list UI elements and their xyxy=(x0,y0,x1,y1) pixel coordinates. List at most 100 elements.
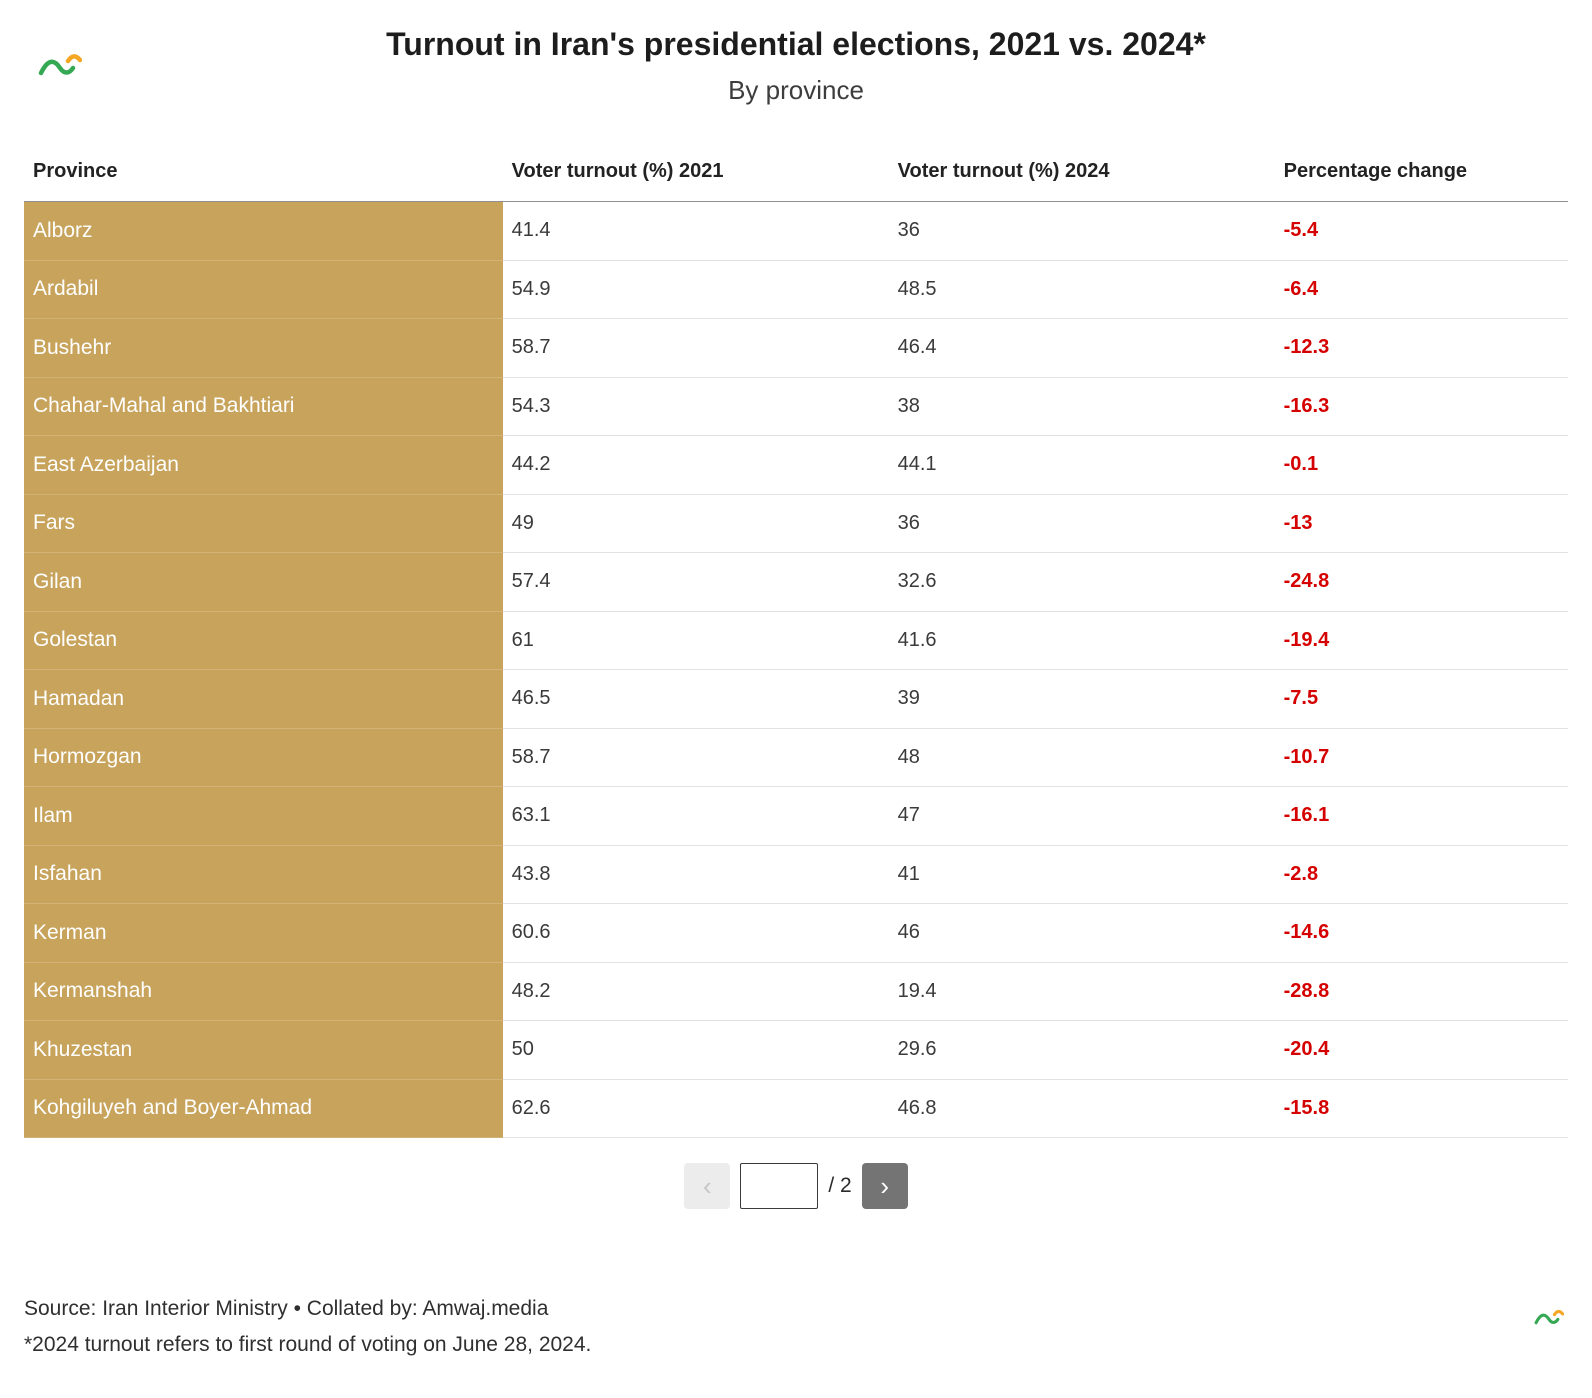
turnout-2021-cell: 43.8 xyxy=(502,845,889,904)
table-row: Ardabil 54.9 48.5 -6.4 xyxy=(24,260,1568,319)
percentage-change-cell: -28.8 xyxy=(1274,962,1568,1021)
next-page-button[interactable]: › xyxy=(861,1163,908,1209)
table-row: Hormozgan 58.7 48 -10.7 xyxy=(24,728,1568,787)
percentage-change-cell: -0.1 xyxy=(1274,435,1568,495)
turnout-2021-cell: 49 xyxy=(502,494,889,553)
amwaj-logo-icon xyxy=(38,54,82,76)
turnout-2021-cell: 60.6 xyxy=(502,903,889,963)
turnout-2024-cell: 39 xyxy=(888,669,1275,729)
percentage-change-cell: -16.1 xyxy=(1274,786,1568,846)
turnout-2024-cell: 38 xyxy=(888,377,1275,436)
turnout-2021-cell: 44.2 xyxy=(502,435,889,495)
province-cell: Golestan xyxy=(24,611,503,670)
turnout-2021-cell: 48.2 xyxy=(502,962,889,1021)
table-row: Kerman 60.6 46 -14.6 xyxy=(24,903,1568,963)
turnout-2024-cell: 46.8 xyxy=(888,1079,1275,1138)
province-cell: Chahar-Mahal and Bakhtiari xyxy=(24,377,503,436)
amwaj-logo-small-icon xyxy=(1534,1309,1564,1325)
percentage-change-cell: -20.4 xyxy=(1274,1020,1568,1080)
percentage-change-cell: -14.6 xyxy=(1274,903,1568,963)
percentage-change-cell: -6.4 xyxy=(1274,260,1568,319)
source-line: Source: Iran Interior Ministry • Collate… xyxy=(24,1296,549,1320)
province-cell: Kohgiluyeh and Boyer-Ahmad xyxy=(24,1079,503,1138)
table-body: Alborz 41.4 36 -5.4 Ardabil 54.9 48.5 -6… xyxy=(24,201,1568,1138)
page-total-label: / 2 xyxy=(828,1174,852,1197)
turnout-2024-cell: 41 xyxy=(888,845,1275,904)
table-row: Gilan 57.4 32.6 -24.8 xyxy=(24,552,1568,612)
turnout-2021-cell: 61 xyxy=(502,611,889,670)
turnout-2024-cell: 46.4 xyxy=(888,318,1275,378)
province-cell: Hormozgan xyxy=(24,728,503,787)
turnout-2021-cell: 58.7 xyxy=(502,318,889,378)
percentage-change-cell: -15.8 xyxy=(1274,1079,1568,1138)
province-cell: Khuzestan xyxy=(24,1020,503,1080)
column-header-province: Province xyxy=(24,148,503,202)
table-row: Chahar-Mahal and Bakhtiari 54.3 38 -16.3 xyxy=(24,377,1568,436)
turnout-2024-cell: 19.4 xyxy=(888,962,1275,1021)
province-cell: Kerman xyxy=(24,903,503,963)
table-header-row: Province Voter turnout (%) 2021 Voter tu… xyxy=(24,148,1568,202)
previous-page-button[interactable]: ‹ xyxy=(684,1163,731,1209)
percentage-change-cell: -5.4 xyxy=(1274,201,1568,261)
header: Turnout in Iran's presidential elections… xyxy=(24,20,1568,106)
table-row: Bushehr 58.7 46.4 -12.3 xyxy=(24,318,1568,378)
turnout-2021-cell: 57.4 xyxy=(502,552,889,612)
table-row: Isfahan 43.8 41 -2.8 xyxy=(24,845,1568,904)
footer: Source: Iran Interior Ministry • Collate… xyxy=(24,1291,591,1365)
table-row: Hamadan 46.5 39 -7.5 xyxy=(24,669,1568,729)
page-number-input[interactable] xyxy=(740,1163,819,1209)
turnout-2024-cell: 46 xyxy=(888,903,1275,963)
turnout-2024-cell: 29.6 xyxy=(888,1020,1275,1080)
percentage-change-cell: -13 xyxy=(1274,494,1568,553)
province-cell: Gilan xyxy=(24,552,503,612)
turnout-2024-cell: 32.6 xyxy=(888,552,1275,612)
percentage-change-cell: -7.5 xyxy=(1274,669,1568,729)
turnout-2021-cell: 54.3 xyxy=(502,377,889,436)
province-cell: Bushehr xyxy=(24,318,503,378)
turnout-2021-cell: 46.5 xyxy=(502,669,889,729)
turnout-2024-cell: 47 xyxy=(888,786,1275,846)
percentage-change-cell: -10.7 xyxy=(1274,728,1568,787)
column-header-percentage-change: Percentage change xyxy=(1274,148,1568,202)
column-header-turnout-2024: Voter turnout (%) 2024 xyxy=(888,148,1275,202)
turnout-2021-cell: 50 xyxy=(502,1020,889,1080)
turnout-2021-cell: 63.1 xyxy=(502,786,889,846)
table-row: Kohgiluyeh and Boyer-Ahmad 62.6 46.8 -15… xyxy=(24,1079,1568,1138)
table-row: Alborz 41.4 36 -5.4 xyxy=(24,201,1568,261)
chart-subtitle: By province xyxy=(728,75,864,105)
province-cell: East Azerbaijan xyxy=(24,435,503,495)
turnout-table: Province Voter turnout (%) 2021 Voter tu… xyxy=(24,148,1568,1138)
province-cell: Kermanshah xyxy=(24,962,503,1021)
table-row: Kermanshah 48.2 19.4 -28.8 xyxy=(24,962,1568,1021)
pagination: ‹ / 2 › xyxy=(24,1163,1568,1209)
turnout-2024-cell: 36 xyxy=(888,494,1275,553)
percentage-change-cell: -12.3 xyxy=(1274,318,1568,378)
column-header-turnout-2021: Voter turnout (%) 2021 xyxy=(502,148,889,202)
turnout-2024-cell: 44.1 xyxy=(888,435,1275,495)
turnout-2024-cell: 41.6 xyxy=(888,611,1275,670)
turnout-2024-cell: 36 xyxy=(888,201,1275,261)
province-cell: Ilam xyxy=(24,786,503,846)
turnout-2021-cell: 41.4 xyxy=(502,201,889,261)
turnout-2021-cell: 62.6 xyxy=(502,1079,889,1138)
table-row: Golestan 61 41.6 -19.4 xyxy=(24,611,1568,670)
province-cell: Fars xyxy=(24,494,503,553)
chevron-left-icon: ‹ xyxy=(702,1171,712,1201)
province-cell: Isfahan xyxy=(24,845,503,904)
turnout-2024-cell: 48.5 xyxy=(888,260,1275,319)
percentage-change-cell: -19.4 xyxy=(1274,611,1568,670)
province-cell: Ardabil xyxy=(24,260,503,319)
turnout-2024-cell: 48 xyxy=(888,728,1275,787)
footnote-line: *2024 turnout refers to first round of v… xyxy=(24,1333,592,1357)
turnout-2021-cell: 58.7 xyxy=(502,728,889,787)
table-row: Khuzestan 50 29.6 -20.4 xyxy=(24,1020,1568,1080)
percentage-change-cell: -2.8 xyxy=(1274,845,1568,904)
chevron-right-icon: › xyxy=(880,1171,889,1201)
table-row: Fars 49 36 -13 xyxy=(24,494,1568,553)
percentage-change-cell: -16.3 xyxy=(1274,377,1568,436)
province-cell: Hamadan xyxy=(24,669,503,729)
percentage-change-cell: -24.8 xyxy=(1274,552,1568,612)
province-cell: Alborz xyxy=(24,201,503,261)
turnout-2021-cell: 54.9 xyxy=(502,260,889,319)
